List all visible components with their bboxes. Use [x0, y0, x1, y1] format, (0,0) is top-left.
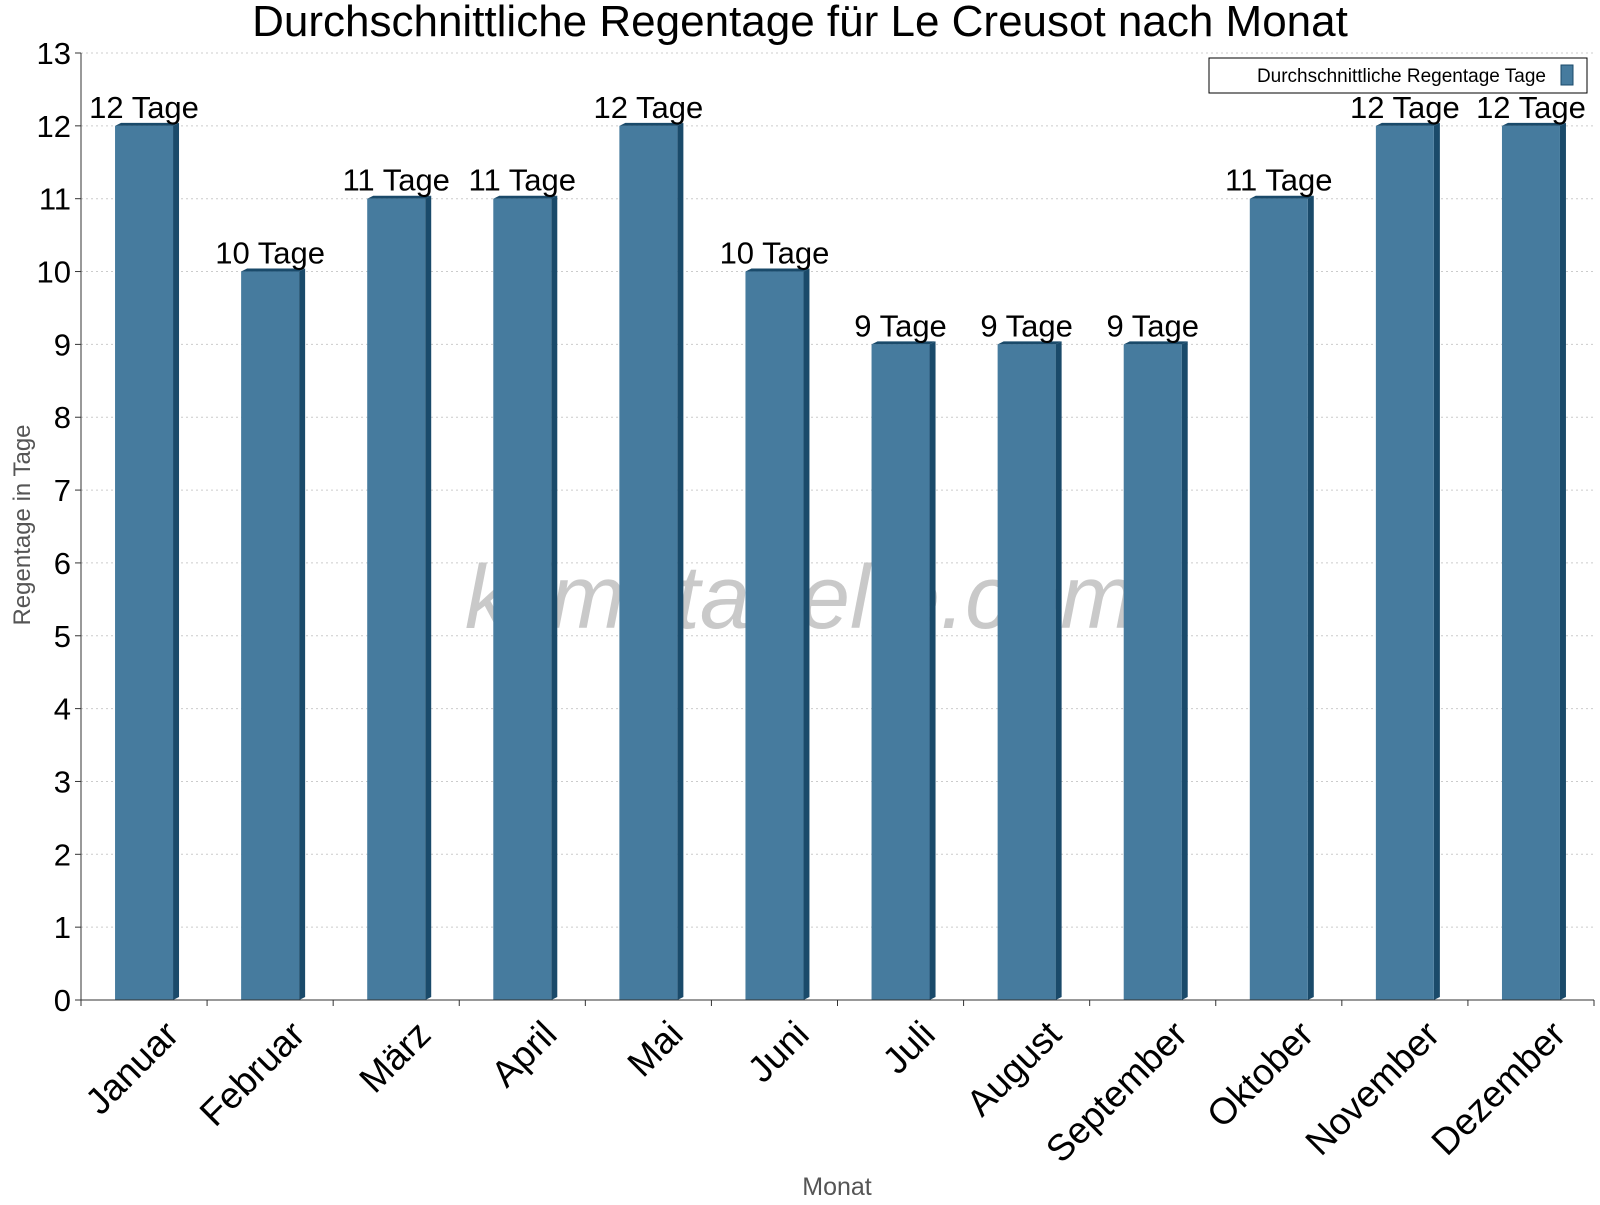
bar-side: [1307, 195, 1314, 1000]
x-tick-label: Mai: [620, 1013, 691, 1084]
bar: [1123, 344, 1182, 1000]
bar-side: [929, 341, 936, 1000]
bar-top: [619, 122, 684, 126]
y-tick-label: 8: [54, 400, 71, 435]
legend: Durchschnittliche Regentage Tage: [1208, 57, 1588, 94]
data-label: 10 Tage: [720, 236, 830, 271]
x-tick-label: November: [1298, 1013, 1448, 1163]
x-tick-label: August: [959, 1013, 1070, 1124]
x-tick-label: Juli: [875, 1013, 943, 1081]
y-tick-label: 13: [37, 36, 71, 71]
bar: [115, 125, 174, 1001]
y-tick-label: 10: [37, 255, 71, 290]
bar: [871, 344, 930, 1000]
x-tick-label: Juni: [740, 1013, 817, 1090]
bar: [493, 198, 552, 1000]
bar-top: [1123, 341, 1188, 345]
data-label: 12 Tage: [1350, 90, 1460, 125]
bar: [997, 344, 1056, 1000]
data-label: 10 Tage: [215, 236, 325, 271]
bar-top: [1249, 195, 1314, 199]
data-label: 11 Tage: [342, 163, 449, 198]
y-tick-label: 9: [54, 327, 71, 362]
y-axis-title: Regentage in Tage: [9, 424, 36, 625]
x-tick-label: Januar: [77, 1013, 186, 1122]
bar-top: [871, 341, 936, 345]
y-tick-label: 3: [54, 764, 71, 799]
bar: [1501, 125, 1560, 1001]
x-tick-label: Dezember: [1424, 1013, 1574, 1163]
data-label: 9 Tage: [854, 308, 947, 343]
bar-top: [115, 122, 180, 126]
bar: [1249, 198, 1308, 1000]
bar-side: [1055, 341, 1062, 1000]
bar-side: [1559, 122, 1566, 1001]
legend-box: [1208, 57, 1588, 94]
y-tick-label: 11: [39, 182, 71, 217]
bars: [115, 122, 1566, 1001]
bar-side: [299, 268, 306, 1000]
bar-side: [551, 195, 558, 1000]
bar-side: [1181, 341, 1188, 1000]
bar: [241, 271, 300, 1000]
bar: [1375, 125, 1434, 1001]
y-tick-label: 5: [54, 619, 71, 654]
bar-side: [425, 195, 432, 1000]
data-label: 11 Tage: [469, 163, 576, 198]
x-tick-label: Februar: [192, 1013, 313, 1134]
chart-title: Durchschnittliche Regentage für Le Creus…: [252, 0, 1348, 46]
x-tick-label: Oktober: [1199, 1013, 1321, 1135]
bar-top: [1501, 122, 1566, 126]
y-tick-label: 0: [54, 983, 71, 1018]
data-label: 12 Tage: [89, 90, 199, 125]
x-axis-title: Monat: [802, 1173, 872, 1200]
data-label: 11 Tage: [1225, 163, 1332, 198]
legend-label: Durchschnittliche Regentage Tage: [1257, 66, 1546, 87]
bar-top: [997, 341, 1062, 345]
data-label: 9 Tage: [1106, 308, 1199, 343]
bar-top: [493, 195, 558, 199]
bar-top: [241, 268, 306, 272]
data-label: 9 Tage: [980, 308, 1073, 343]
bar-side: [803, 268, 810, 1000]
bar-side: [677, 122, 684, 1001]
y-tick-label: 6: [54, 546, 71, 581]
x-tick-label: März: [351, 1013, 438, 1100]
gridlines: [81, 52, 1594, 928]
bar: [619, 125, 678, 1001]
y-tick-label: 2: [54, 837, 71, 872]
bar: [745, 271, 804, 1000]
y-tick-label: 7: [54, 473, 71, 508]
legend-swatch: [1560, 64, 1574, 86]
bar-top: [1375, 122, 1440, 126]
bar: [367, 198, 426, 1000]
bar-side: [1433, 122, 1440, 1001]
data-label: 12 Tage: [1476, 90, 1586, 125]
y-tick-label: 4: [54, 692, 71, 727]
data-label: 12 Tage: [593, 90, 703, 125]
bar-top: [745, 268, 810, 272]
data-labels: 12 Tage 10 Tage 11 Tage 11 Tage 12 Tage 10 Ta…: [89, 90, 1586, 344]
bar-side: [173, 122, 180, 1001]
bar-top: [367, 195, 432, 199]
y-tick-label: 1: [54, 910, 71, 945]
x-tick-label: April: [483, 1013, 564, 1094]
y-tick-label: 12: [37, 109, 71, 144]
